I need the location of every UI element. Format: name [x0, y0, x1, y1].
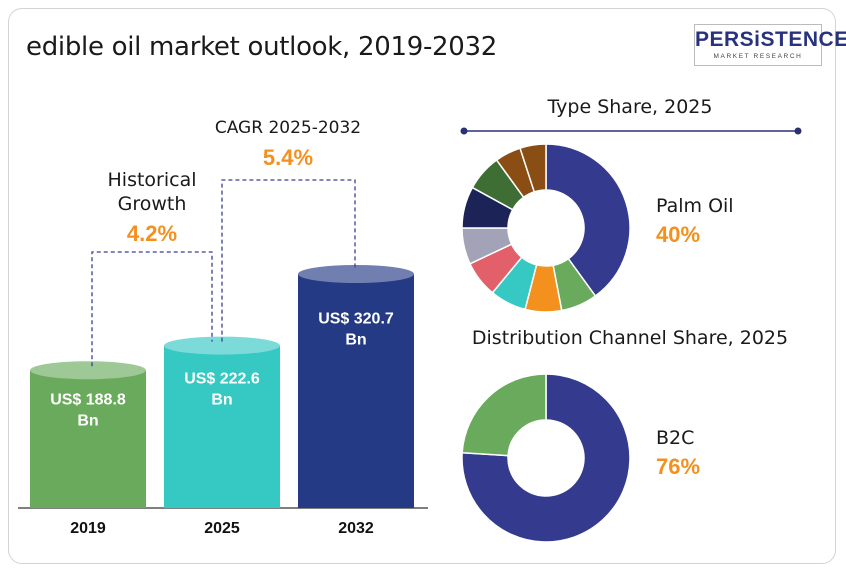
bar-2019 — [30, 370, 146, 508]
page-title: edible oil market outlook, 2019-2032 — [26, 32, 497, 62]
logo-tagline: MARKET RESEARCH — [713, 53, 803, 60]
cagr-label: CAGR 2025-2032 — [215, 118, 361, 138]
channel-share-slice — [461, 373, 631, 543]
x-tick-label: 2025 — [204, 520, 240, 537]
bar-value-unit: Bn — [77, 412, 98, 429]
bar-value-unit: Bn — [211, 392, 232, 409]
type-share-highlight-name: Palm Oil — [656, 195, 734, 217]
type-share-rule-dot — [460, 127, 468, 135]
bar-value-label: US$ 320.7 — [318, 310, 394, 327]
channel-share-highlight-value: 76% — [656, 454, 700, 479]
bar-2032 — [298, 274, 414, 508]
bar-top-2025 — [164, 336, 280, 355]
historical-growth-label: Growth — [118, 193, 187, 215]
type-share-title: Type Share, 2025 — [547, 96, 713, 118]
logo-name: PERSiSTENCE — [695, 28, 846, 51]
type-share-slice — [519, 143, 547, 193]
type-share-slice — [545, 143, 631, 298]
cagr-connector — [221, 179, 356, 342]
channel-share-title: Distribution Channel Share, 2025 — [472, 327, 788, 349]
bar-top-2019 — [30, 361, 146, 380]
historical-growth-value: 4.2% — [127, 221, 177, 246]
brand-logo: PERSiSTENCE MARKET RESEARCH — [694, 24, 846, 66]
historical-growth-label: Historical — [108, 169, 197, 191]
bar-value-label: US$ 222.6 — [184, 371, 260, 388]
historical-growth-connector — [91, 251, 213, 367]
x-tick-label: 2032 — [338, 520, 374, 537]
bar-value-unit: Bn — [345, 331, 366, 348]
x-tick-label: 2019 — [70, 520, 106, 537]
channel-share-highlight-name: B2C — [656, 427, 694, 449]
bar-top-2032 — [298, 265, 414, 283]
bar-value-label: US$ 188.8 — [50, 391, 126, 408]
channel-share-slice — [461, 373, 547, 457]
bar-2025 — [164, 345, 280, 508]
type-share-rule-dot — [794, 127, 802, 135]
type-share-highlight-value: 40% — [656, 222, 700, 247]
cagr-value: 5.4% — [263, 145, 313, 170]
